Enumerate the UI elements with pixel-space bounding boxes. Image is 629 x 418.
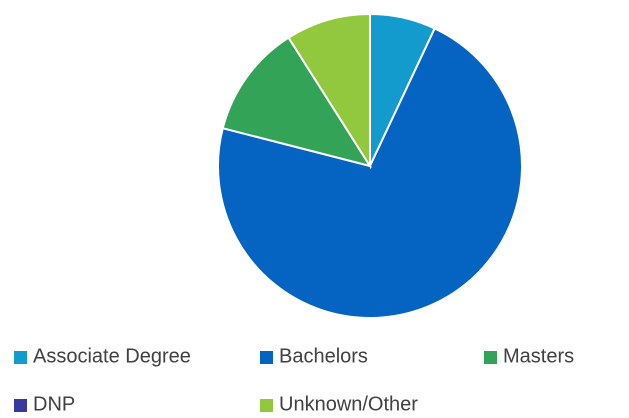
- legend-swatch: [484, 351, 497, 364]
- legend-label: Unknown/Other: [279, 393, 418, 415]
- legend-swatch: [260, 351, 273, 364]
- pie-slice: [217, 27, 523, 319]
- legend-swatch: [14, 351, 27, 364]
- legend-label: Bachelors: [279, 345, 368, 367]
- legend-swatch: [14, 399, 27, 412]
- legend-label: Masters: [503, 345, 574, 367]
- pie-slice: [221, 36, 373, 168]
- legend-label: DNP: [33, 393, 75, 415]
- legend-swatch: [260, 399, 273, 412]
- pie-slice: [287, 12, 371, 170]
- legend-label: Associate Degree: [33, 345, 191, 367]
